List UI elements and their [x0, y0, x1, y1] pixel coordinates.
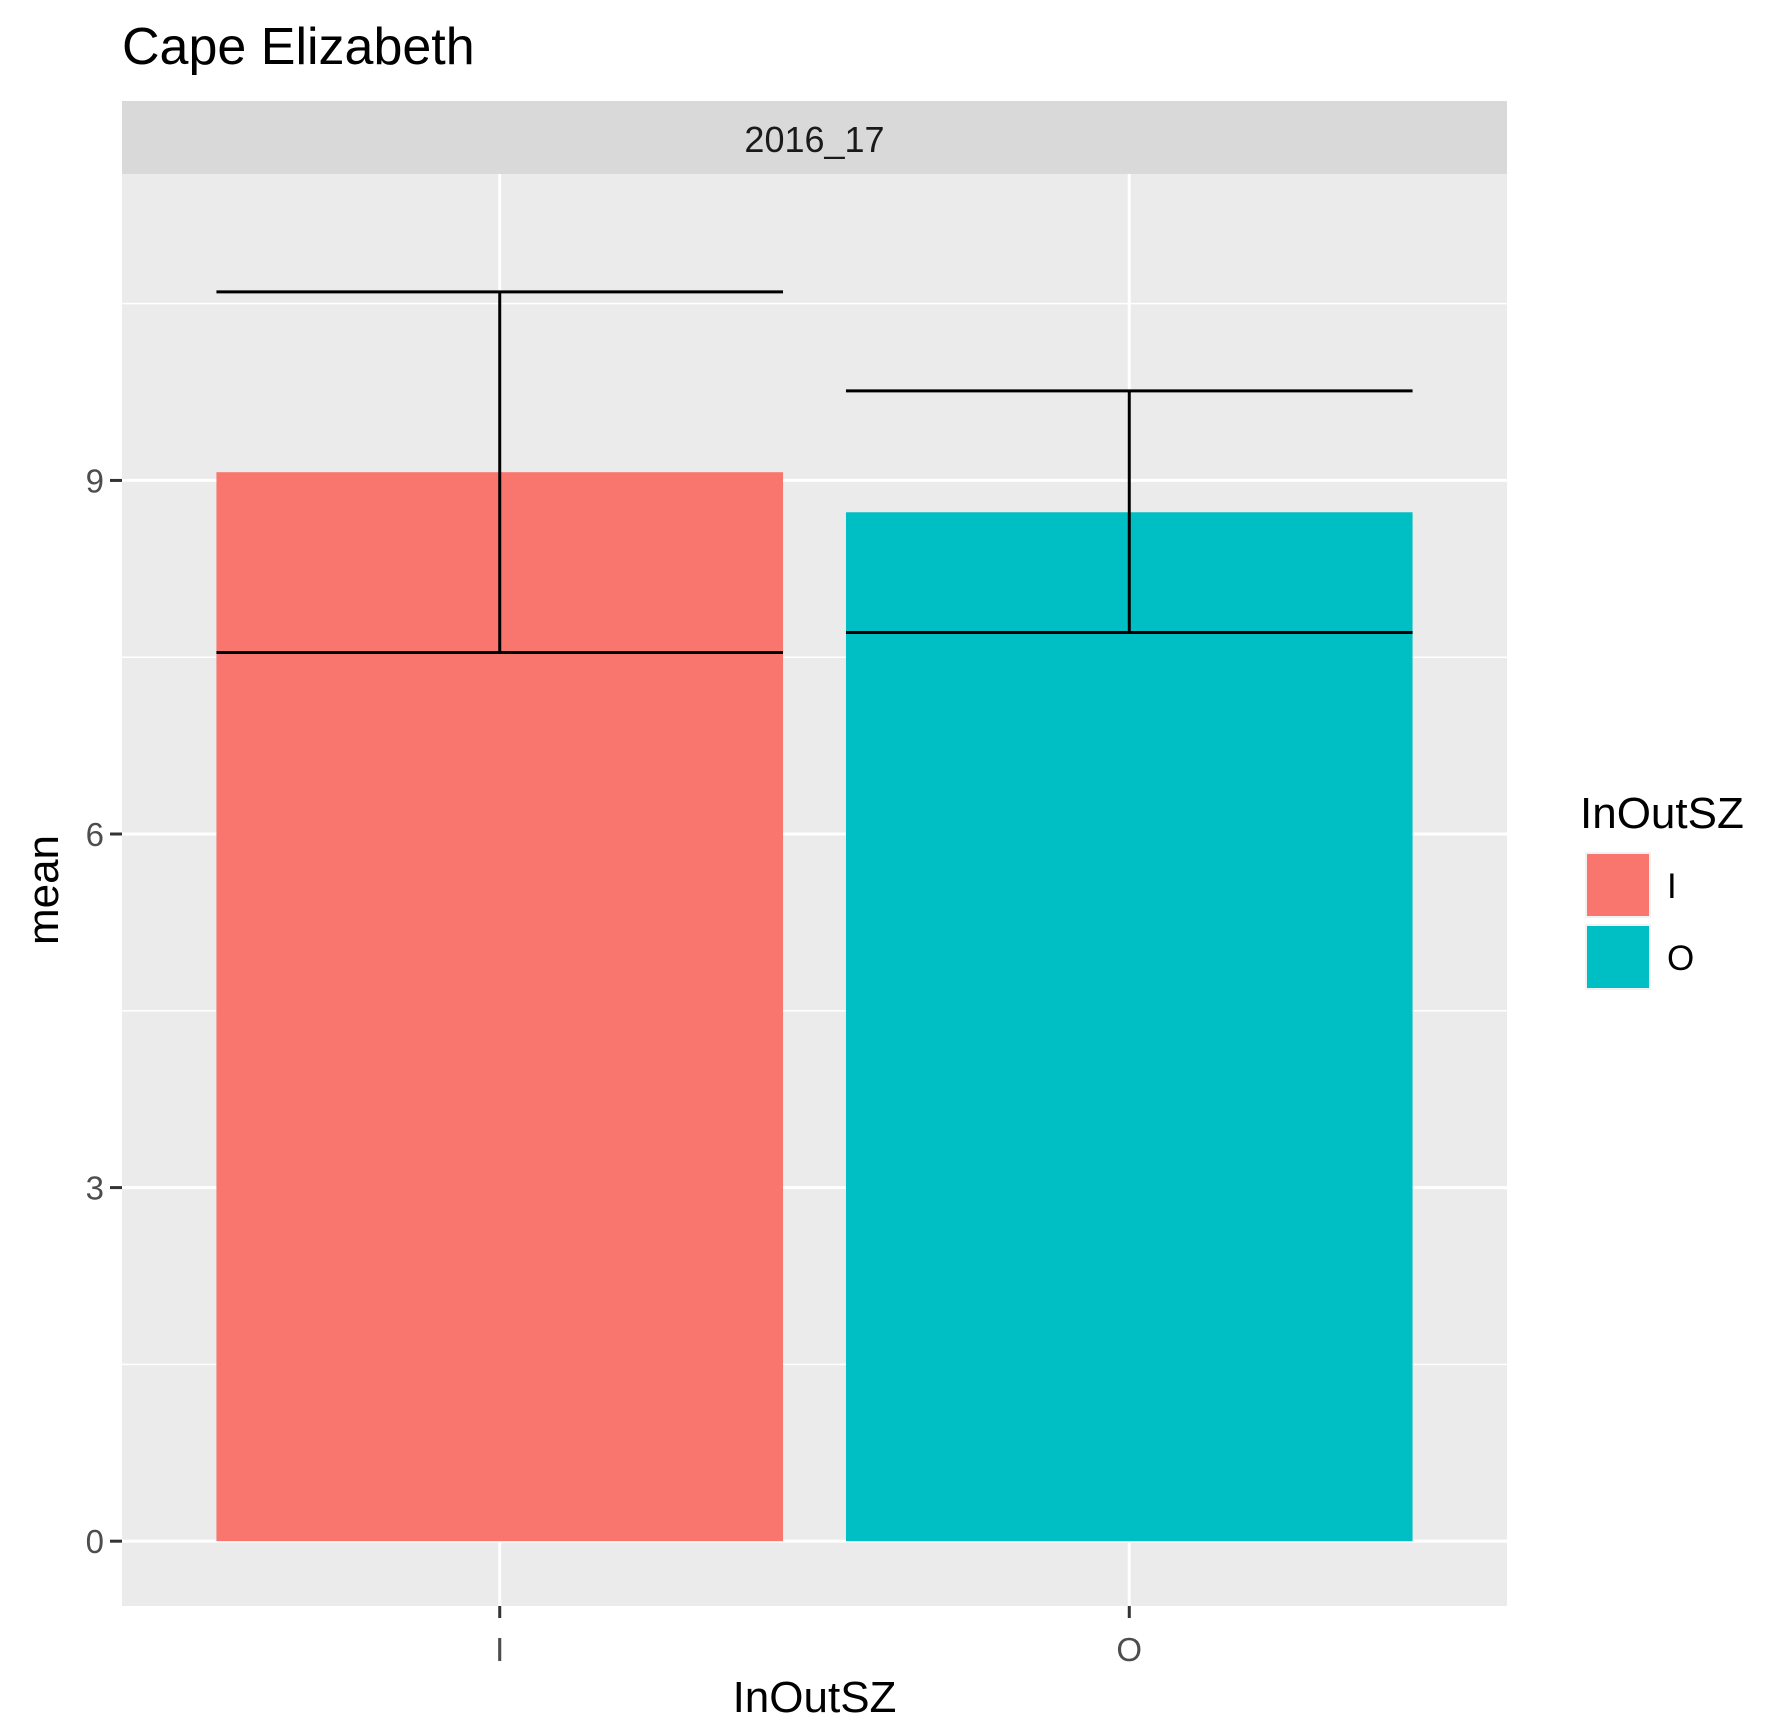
facet-strip-background: [122, 101, 1507, 174]
legend-label-O: O: [1667, 939, 1694, 978]
bars: [216, 472, 1413, 1542]
error-bar-O: [845, 389, 1413, 634]
facet-strip-label: 2016_17: [744, 119, 884, 160]
legend-swatch-O: [1587, 926, 1649, 988]
error-bars: [216, 290, 1413, 655]
legend-title: InOutSZ: [1580, 789, 1744, 838]
chart-title: Cape Elizabeth: [122, 18, 475, 76]
facet-strip: 2016_17: [122, 101, 1507, 174]
bar-O: [845, 512, 1413, 1542]
y-axis-title: mean: [19, 835, 68, 945]
x-tick-label: O: [1116, 1631, 1142, 1668]
y-axis: 0 3 6 9: [86, 462, 122, 1560]
x-axis-title: InOutSZ: [733, 1673, 897, 1722]
y-tick-label: 3: [86, 1170, 104, 1207]
legend-swatch-I: [1587, 854, 1649, 916]
x-tick-label: I: [495, 1631, 504, 1668]
y-tick-label: 9: [86, 462, 104, 499]
y-tick-label: 6: [86, 816, 104, 853]
y-tick-label: 0: [86, 1523, 104, 1560]
legend-label-I: I: [1667, 867, 1677, 906]
legend: InOutSZ IO: [1580, 789, 1744, 990]
error-bar-I: [216, 290, 784, 655]
